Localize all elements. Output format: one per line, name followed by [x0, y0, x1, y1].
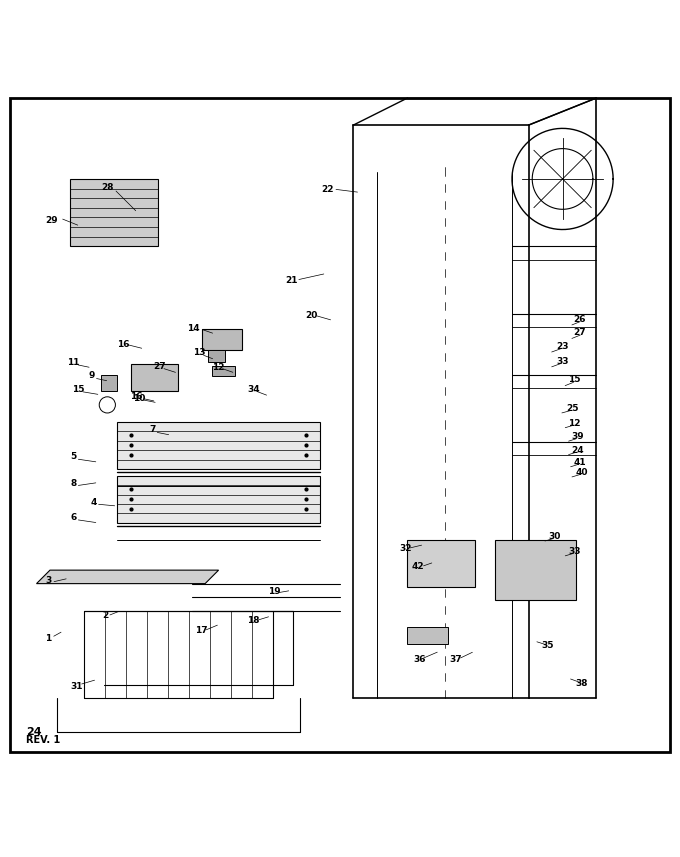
Text: 24: 24 — [571, 446, 583, 454]
Bar — [131, 364, 178, 392]
Text: 7: 7 — [150, 425, 156, 434]
Text: 16: 16 — [116, 339, 129, 349]
Text: 12: 12 — [212, 363, 225, 372]
Text: 11: 11 — [67, 358, 80, 367]
Bar — [101, 375, 118, 392]
Bar — [407, 540, 475, 587]
Text: 4: 4 — [90, 498, 97, 507]
Text: 3: 3 — [46, 576, 52, 584]
Text: 25: 25 — [566, 404, 579, 413]
Text: 38: 38 — [575, 679, 588, 688]
Text: 12: 12 — [568, 418, 581, 428]
Bar — [212, 366, 235, 376]
Text: 16: 16 — [130, 392, 143, 400]
Text: 18: 18 — [248, 616, 260, 626]
Text: 33: 33 — [556, 357, 568, 366]
Bar — [70, 179, 158, 247]
Text: 33: 33 — [568, 547, 581, 555]
Text: 9: 9 — [88, 371, 95, 381]
Text: 19: 19 — [268, 587, 280, 596]
Bar — [118, 422, 320, 469]
Text: 32: 32 — [400, 544, 412, 553]
Text: 41: 41 — [573, 458, 585, 467]
Text: 1: 1 — [46, 634, 52, 644]
Text: 2: 2 — [102, 612, 108, 620]
Polygon shape — [37, 570, 218, 584]
Text: 36: 36 — [413, 655, 426, 663]
Bar — [202, 329, 242, 350]
Text: 15: 15 — [72, 385, 84, 394]
Bar — [118, 476, 320, 523]
Text: 23: 23 — [556, 342, 568, 351]
Text: 27: 27 — [573, 328, 585, 337]
Bar — [407, 627, 448, 644]
Text: 8: 8 — [71, 479, 77, 488]
Bar — [209, 351, 225, 363]
Text: 10: 10 — [133, 393, 146, 403]
Text: 27: 27 — [153, 362, 165, 371]
Text: 28: 28 — [101, 183, 114, 192]
Text: 21: 21 — [285, 276, 298, 285]
Text: 26: 26 — [573, 315, 585, 324]
Text: 20: 20 — [305, 311, 318, 320]
Text: 24: 24 — [27, 727, 42, 737]
Text: 14: 14 — [186, 324, 199, 333]
Text: 22: 22 — [322, 184, 334, 194]
Text: 30: 30 — [548, 532, 561, 541]
Text: 6: 6 — [71, 513, 77, 522]
Text: 29: 29 — [45, 216, 58, 225]
Text: 40: 40 — [575, 468, 588, 476]
Text: REV. 1: REV. 1 — [27, 735, 61, 745]
Text: 42: 42 — [411, 562, 424, 572]
Text: 13: 13 — [194, 349, 206, 357]
Bar — [495, 540, 576, 601]
Text: 34: 34 — [248, 385, 260, 394]
Text: 39: 39 — [571, 432, 583, 441]
Text: 5: 5 — [71, 452, 77, 461]
Text: 17: 17 — [195, 626, 208, 635]
Text: 37: 37 — [449, 655, 462, 663]
Text: 15: 15 — [568, 375, 581, 385]
Text: 31: 31 — [71, 681, 83, 691]
Text: 35: 35 — [541, 641, 554, 650]
